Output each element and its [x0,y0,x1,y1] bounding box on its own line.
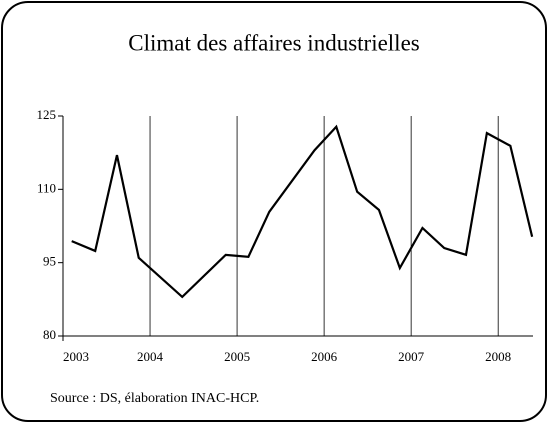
x-tick-label: 2003 [63,349,89,364]
x-tick-label: 2006 [311,349,338,364]
data-line [71,124,534,299]
y-tick-label: 125 [37,107,57,122]
chart-title: Climat des affaires industrielles [128,30,420,55]
y-tick-label: 80 [43,327,56,342]
source-note: Source : DS, élaboration INAC-HCP. [50,391,259,406]
x-tick-label: 2007 [398,349,425,364]
x-tick-label: 2008 [485,349,511,364]
x-tick-label: 2005 [224,349,250,364]
y-tick-label: 95 [43,254,56,269]
y-tick-label: 110 [37,180,56,195]
x-tick-label: 2004 [137,349,164,364]
